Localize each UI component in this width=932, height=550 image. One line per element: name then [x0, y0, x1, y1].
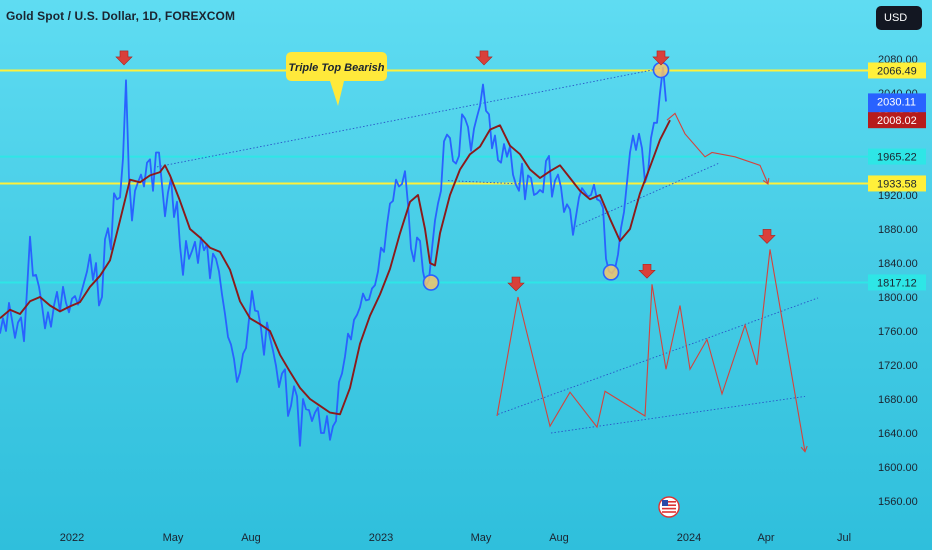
- level-badge: [868, 148, 926, 165]
- down-arrow-icon: [758, 229, 776, 244]
- y-tick-label: 1720.00: [878, 360, 918, 372]
- y-tick-label: 1800.00: [878, 292, 918, 304]
- trendline-0: [156, 67, 666, 168]
- down-arrow-icon: [652, 50, 670, 66]
- y-tick-label: 1680.00: [878, 394, 918, 406]
- projection-path-0: [666, 112, 769, 185]
- down-arrow-icon: [115, 50, 133, 66]
- level-badge-text: 2066.49: [877, 65, 917, 77]
- us-flag-canton: [662, 500, 668, 506]
- x-tick-label: Aug: [241, 532, 261, 544]
- us-flag-stripe: [662, 507, 676, 510]
- down-arrow-icon: [507, 276, 525, 292]
- ma-price-text: 2008.02: [877, 115, 917, 127]
- y-tick-label: 1840.00: [878, 258, 918, 270]
- y-tick-label: 1880.00: [878, 224, 918, 236]
- projection-path-1: [496, 249, 806, 452]
- us-flag-stripe: [662, 501, 676, 503]
- y-tick-label: 1560.00: [878, 496, 918, 508]
- annotation-text: Triple Top Bearish: [289, 62, 385, 74]
- trendline-4: [447, 180, 521, 185]
- y-tick-label: 1920.00: [878, 190, 918, 202]
- level-badge-text: 1965.22: [877, 152, 917, 164]
- circle-marker-1: [602, 264, 620, 281]
- y-tick-label: 1640.00: [878, 428, 918, 440]
- projection-arrowhead-0: [762, 177, 770, 185]
- level-badge: [868, 175, 926, 192]
- y-tick-label: 1760.00: [878, 326, 918, 338]
- circle-marker-0: [422, 274, 440, 291]
- ma-price-badge: [868, 112, 926, 129]
- price-series-0: [0, 66, 667, 447]
- x-tick-label: 2024: [677, 532, 701, 544]
- trendline-3: [550, 395, 806, 434]
- y-tick-label: 1600.00: [878, 462, 918, 474]
- x-tick-label: Jul: [837, 532, 851, 544]
- projection-arrowhead-1: [800, 445, 808, 453]
- us-flag-stripe: [662, 504, 676, 506]
- annotation-callout: [286, 52, 387, 106]
- x-tick-label: Aug: [549, 532, 569, 544]
- symbol-title: Gold Spot / U.S. Dollar, 1D, FOREXCOM: [6, 9, 236, 23]
- us-flag-stripe: [662, 511, 676, 513]
- down-arrow-icon: [475, 50, 493, 66]
- currency-button[interactable]: USD: [876, 6, 922, 30]
- x-tick-label: May: [471, 532, 492, 544]
- price-series-1: [0, 119, 671, 416]
- trendline-2: [497, 297, 819, 415]
- level-badge-text: 1817.12: [877, 277, 917, 289]
- x-tick-label: 2022: [60, 532, 84, 544]
- last-price-text: 2030.11: [877, 96, 916, 108]
- x-tick-label: May: [163, 532, 184, 544]
- x-tick-label: 2023: [369, 532, 393, 544]
- level-badge: [868, 62, 926, 79]
- level-badge: [868, 274, 926, 291]
- down-arrow-icon: [638, 263, 656, 279]
- x-tick-label: Apr: [757, 532, 774, 544]
- level-badge-text: 1933.58: [877, 178, 917, 190]
